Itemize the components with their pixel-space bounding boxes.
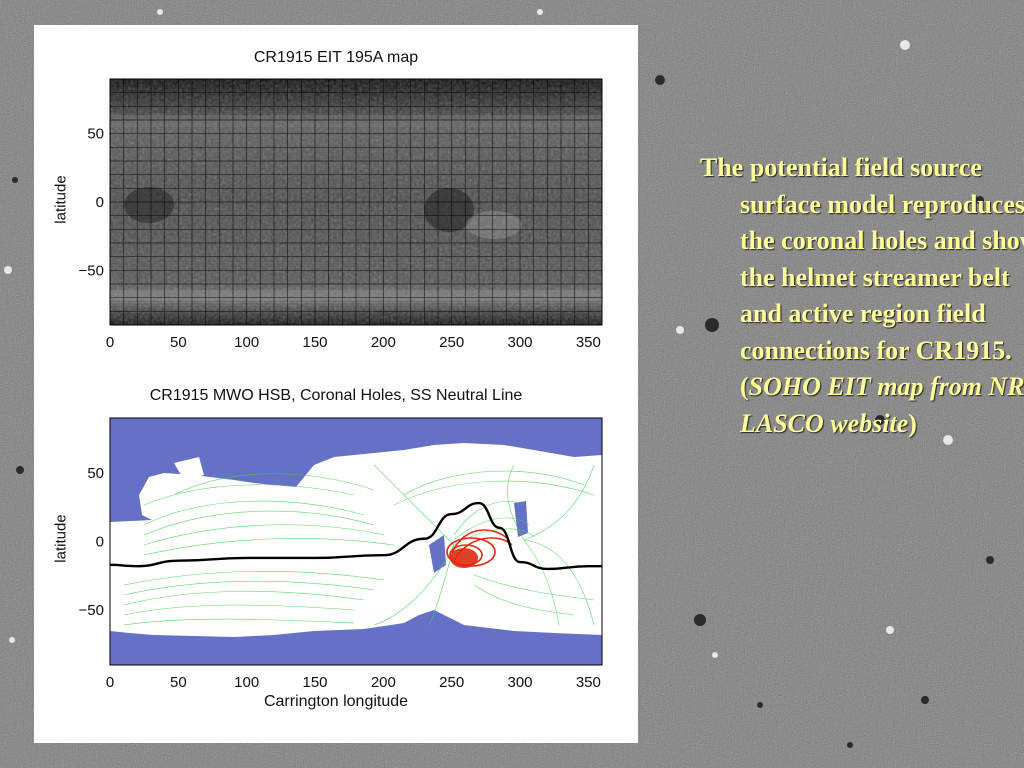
xtick-label: 150 <box>302 674 327 691</box>
eit-map <box>109 78 603 326</box>
xtick-label: 0 <box>106 674 114 691</box>
xtick-label: 200 <box>371 334 396 351</box>
xtick-label: 250 <box>439 674 464 691</box>
caption-close: ) <box>908 408 917 438</box>
xtick-label: 350 <box>576 334 601 351</box>
xtick-label: 50 <box>170 674 187 691</box>
ytick-label: −50 <box>79 262 104 279</box>
bottom-panel-ylabel: latitude <box>52 514 70 563</box>
xtick-label: 100 <box>234 674 259 691</box>
north-polar-coronal-hole <box>110 418 602 522</box>
ytick-label: 50 <box>87 126 104 143</box>
neutral-line-map <box>109 417 603 666</box>
source-surface-neutral-line <box>109 501 602 571</box>
south-polar-coronal-hole <box>110 610 602 665</box>
xtick-label: 300 <box>507 674 532 691</box>
xtick-label: 0 <box>106 334 114 351</box>
ytick-label: 0 <box>96 194 104 211</box>
bottom-panel-xlabel: Carrington longitude <box>263 693 409 710</box>
figure-panel: CR1915 EIT 195A map latitude <box>34 25 638 743</box>
ytick-label: 0 <box>96 534 104 551</box>
caption-main: The potential field source surface model… <box>700 153 1024 401</box>
ytick-label: 50 <box>87 465 104 482</box>
xtick-label: 150 <box>302 334 327 351</box>
xtick-label: 200 <box>371 674 396 691</box>
bottom-panel-xtick-labels: 0 50 100 150 200 250 300 350 50 0 −50 <box>79 465 601 691</box>
top-panel-xtick-labels: 0 50 100 150 200 250 300 350 50 0 −50 <box>79 126 601 351</box>
xtick-label: 300 <box>507 334 532 351</box>
xtick-label: 100 <box>234 334 259 351</box>
xtick-label: 350 <box>576 674 601 691</box>
caption-credit: SOHO EIT map from NRL LASCO website <box>740 372 1024 438</box>
ytick-label: −50 <box>79 602 104 619</box>
xtick-label: 250 <box>439 334 464 351</box>
bottom-panel-title: CR1915 MWO HSB, Coronal Holes, SS Neutra… <box>149 387 523 404</box>
xtick-label: 50 <box>170 334 187 351</box>
caption-text: The potential field source surface model… <box>700 150 1024 442</box>
figure-plots: 0 50 100 150 200 250 300 350 50 0 −50 <box>79 78 603 691</box>
top-panel-title: CR1915 EIT 195A map <box>253 49 419 66</box>
